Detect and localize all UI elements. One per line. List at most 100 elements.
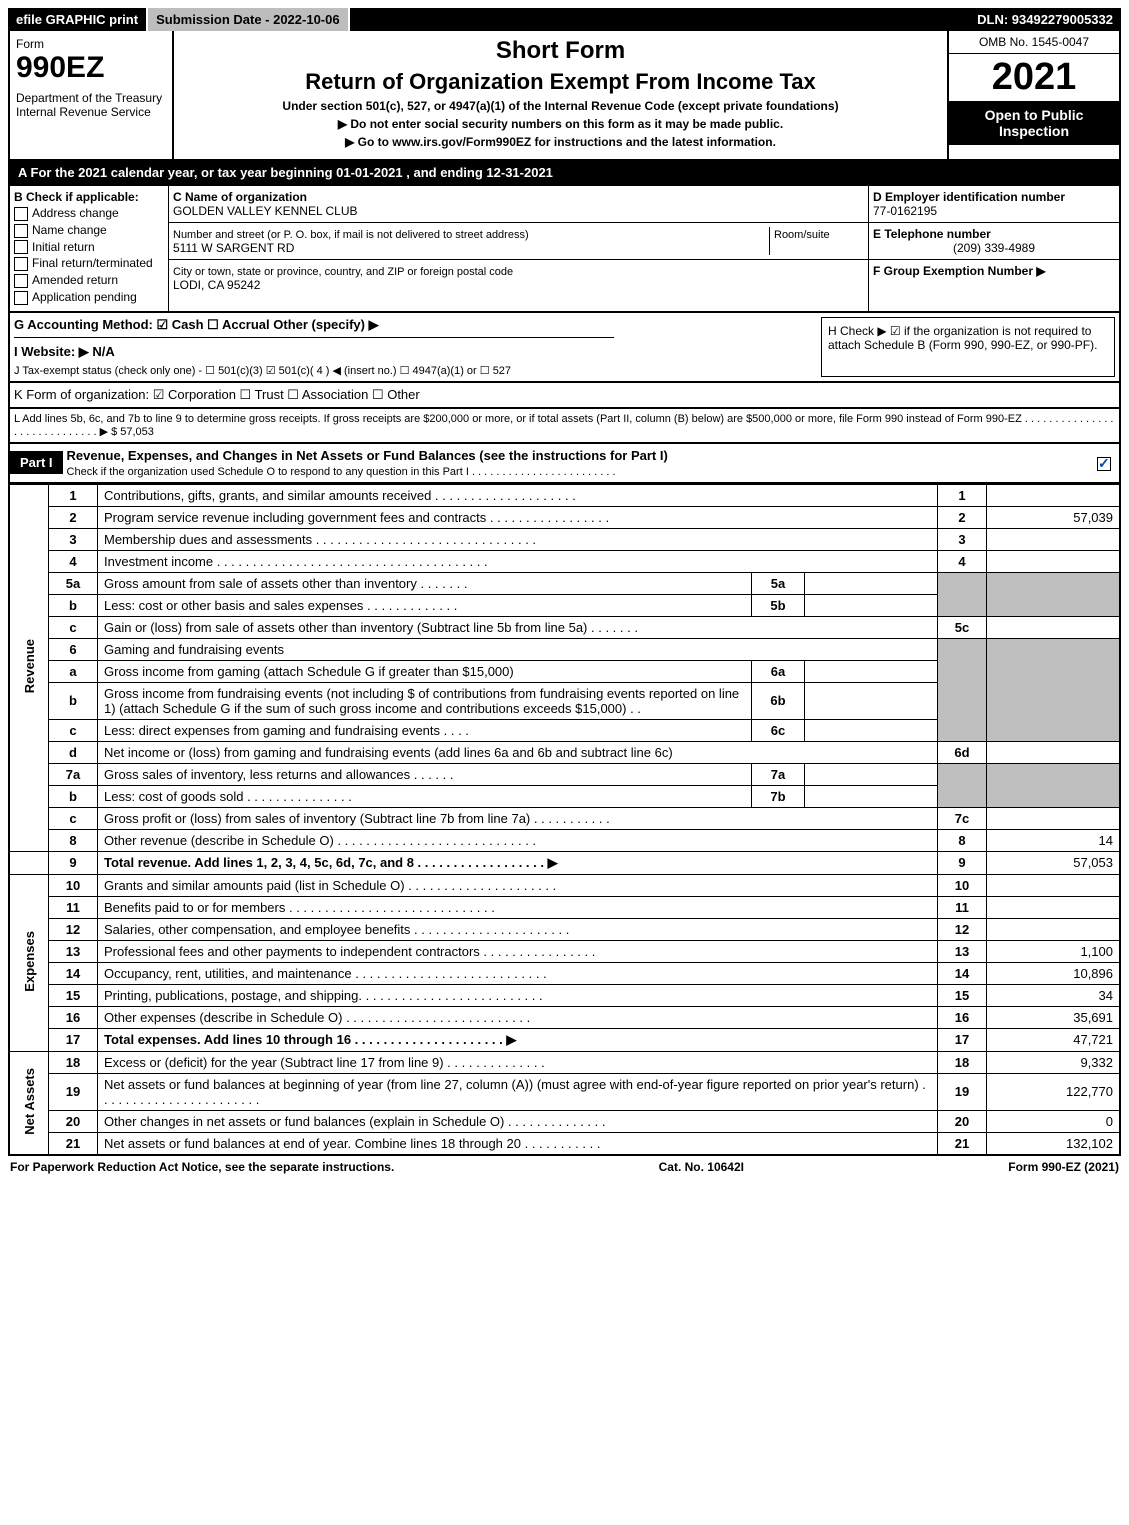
room-label: Room/suite xyxy=(774,229,830,241)
main-title: Return of Organization Exempt From Incom… xyxy=(180,69,941,95)
city: LODI, CA 95242 xyxy=(173,278,260,292)
line-13-amt: 1,100 xyxy=(987,940,1121,962)
line-5a: Gross amount from sale of assets other t… xyxy=(98,572,752,594)
footer-right: Form 990-EZ (2021) xyxy=(1008,1160,1119,1174)
phone: (209) 339-4989 xyxy=(873,241,1115,255)
line-1: Contributions, gifts, grants, and simila… xyxy=(98,484,938,506)
line-1-amt xyxy=(987,484,1121,506)
line-h: H Check ▶ ☑ if the organization is not r… xyxy=(821,317,1115,377)
b-label: B Check if applicable: xyxy=(14,190,164,204)
street: 5111 W SARGENT RD xyxy=(173,241,294,255)
line-k: K Form of organization: ☑ Corporation ☐ … xyxy=(8,383,1121,409)
line-17: Total expenses. Add lines 10 through 16 … xyxy=(98,1028,938,1051)
line-16: Other expenses (describe in Schedule O) … xyxy=(98,1006,938,1028)
top-bar: efile GRAPHIC print Submission Date - 20… xyxy=(8,8,1121,31)
line-9: Total revenue. Add lines 1, 2, 3, 4, 5c,… xyxy=(98,851,938,874)
tax-year: 2021 xyxy=(949,54,1119,101)
line-11: Benefits paid to or for members . . . . … xyxy=(98,896,938,918)
line-15-amt: 34 xyxy=(987,984,1121,1006)
line-6a: Gross income from gaming (attach Schedul… xyxy=(98,660,752,682)
line-16-amt: 35,691 xyxy=(987,1006,1121,1028)
under-section: Under section 501(c), 527, or 4947(a)(1)… xyxy=(180,99,941,113)
line-j: J Tax-exempt status (check only one) - ☐… xyxy=(14,364,821,377)
lines-table: Revenue 1Contributions, gifts, grants, a… xyxy=(8,484,1121,1156)
line-4: Investment income . . . . . . . . . . . … xyxy=(98,550,938,572)
line-8-amt: 14 xyxy=(987,829,1121,851)
line-2-amt: 57,039 xyxy=(987,506,1121,528)
line-l: L Add lines 5b, 6c, and 7b to line 9 to … xyxy=(8,409,1121,444)
chk-final[interactable]: Final return/terminated xyxy=(14,256,164,271)
line-19: Net assets or fund balances at beginning… xyxy=(98,1073,938,1110)
line-12: Salaries, other compensation, and employ… xyxy=(98,918,938,940)
line-g: G Accounting Method: ☑ Cash ☐ Accrual Ot… xyxy=(14,317,614,338)
line-3: Membership dues and assessments . . . . … xyxy=(98,528,938,550)
line-18: Excess or (deficit) for the year (Subtra… xyxy=(98,1051,938,1073)
schedule-o-checkbox[interactable] xyxy=(1097,457,1111,471)
revenue-side: Revenue xyxy=(22,639,37,693)
c-name-label: C Name of organization xyxy=(173,190,307,204)
part-i-header: Part I Revenue, Expenses, and Changes in… xyxy=(8,444,1121,484)
form-label: Form xyxy=(16,37,166,51)
form-header: Form 990EZ Department of the Treasury In… xyxy=(8,31,1121,161)
open-inspection: Open to Public Inspection xyxy=(949,101,1119,145)
warning-link: ▶ Go to www.irs.gov/Form990EZ for instru… xyxy=(180,135,941,149)
org-name: GOLDEN VALLEY KENNEL CLUB xyxy=(173,204,358,218)
line-6c: Less: direct expenses from gaming and fu… xyxy=(98,719,752,741)
line-5c: Gain or (loss) from sale of assets other… xyxy=(98,616,938,638)
footer-left: For Paperwork Reduction Act Notice, see … xyxy=(10,1160,394,1174)
chk-address[interactable]: Address change xyxy=(14,206,164,221)
chk-initial[interactable]: Initial return xyxy=(14,240,164,255)
line-6b: Gross income from fundraising events (no… xyxy=(98,682,752,719)
e-label: E Telephone number xyxy=(873,227,991,241)
gross-receipts: 57,053 xyxy=(120,426,154,438)
line-6d: Net income or (loss) from gaming and fun… xyxy=(98,741,938,763)
form-number: 990EZ xyxy=(16,51,166,85)
line-8: Other revenue (describe in Schedule O) .… xyxy=(98,829,938,851)
chk-amended[interactable]: Amended return xyxy=(14,273,164,288)
line-5b: Less: cost or other basis and sales expe… xyxy=(98,594,752,616)
part-i-label: Part I xyxy=(10,451,63,474)
line-14: Occupancy, rent, utilities, and maintena… xyxy=(98,962,938,984)
part-i-title: Revenue, Expenses, and Changes in Net As… xyxy=(67,448,668,463)
line-a: A For the 2021 calendar year, or tax yea… xyxy=(8,161,1121,186)
city-label: City or town, state or province, country… xyxy=(173,266,513,278)
line-7b: Less: cost of goods sold . . . . . . . .… xyxy=(98,785,752,807)
short-form-title: Short Form xyxy=(180,37,941,65)
street-label: Number and street (or P. O. box, if mail… xyxy=(173,229,529,241)
line-21: Net assets or fund balances at end of ye… xyxy=(98,1132,938,1155)
expenses-side: Expenses xyxy=(22,931,37,992)
dln: DLN: 93492279005332 xyxy=(969,8,1121,31)
netassets-side: Net Assets xyxy=(22,1068,37,1135)
f-label: F Group Exemption Number ▶ xyxy=(873,264,1046,278)
line-20-amt: 0 xyxy=(987,1110,1121,1132)
line-14-amt: 10,896 xyxy=(987,962,1121,984)
entity-block: B Check if applicable: Address change Na… xyxy=(8,186,1121,313)
line-10: Grants and similar amounts paid (list in… xyxy=(98,874,938,896)
omb-number: OMB No. 1545-0047 xyxy=(949,31,1119,54)
page-footer: For Paperwork Reduction Act Notice, see … xyxy=(8,1156,1121,1178)
line-7c: Gross profit or (loss) from sales of inv… xyxy=(98,807,938,829)
line-17-amt: 47,721 xyxy=(987,1028,1121,1051)
line-i: I Website: ▶ N/A xyxy=(14,344,821,360)
dept-label: Department of the Treasury Internal Reve… xyxy=(16,91,166,119)
line-19-amt: 122,770 xyxy=(987,1073,1121,1110)
warning-ssn: ▶ Do not enter social security numbers o… xyxy=(180,117,941,131)
part-i-check: Check if the organization used Schedule … xyxy=(67,466,616,478)
submission-date: Submission Date - 2022-10-06 xyxy=(148,8,350,31)
line-20: Other changes in net assets or fund bala… xyxy=(98,1110,938,1132)
footer-cat: Cat. No. 10642I xyxy=(659,1160,744,1174)
chk-pending[interactable]: Application pending xyxy=(14,290,164,305)
line-7a: Gross sales of inventory, less returns a… xyxy=(98,763,752,785)
efile-label: efile GRAPHIC print xyxy=(8,8,148,31)
line-9-amt: 57,053 xyxy=(987,851,1121,874)
line-2: Program service revenue including govern… xyxy=(98,506,938,528)
ein: 77-0162195 xyxy=(873,204,937,218)
line-15: Printing, publications, postage, and shi… xyxy=(98,984,938,1006)
line-18-amt: 9,332 xyxy=(987,1051,1121,1073)
line-6: Gaming and fundraising events xyxy=(98,638,938,660)
line-13: Professional fees and other payments to … xyxy=(98,940,938,962)
line-21-amt: 132,102 xyxy=(987,1132,1121,1155)
g-h-row: G Accounting Method: ☑ Cash ☐ Accrual Ot… xyxy=(8,313,1121,383)
d-label: D Employer identification number xyxy=(873,190,1065,204)
chk-name[interactable]: Name change xyxy=(14,223,164,238)
